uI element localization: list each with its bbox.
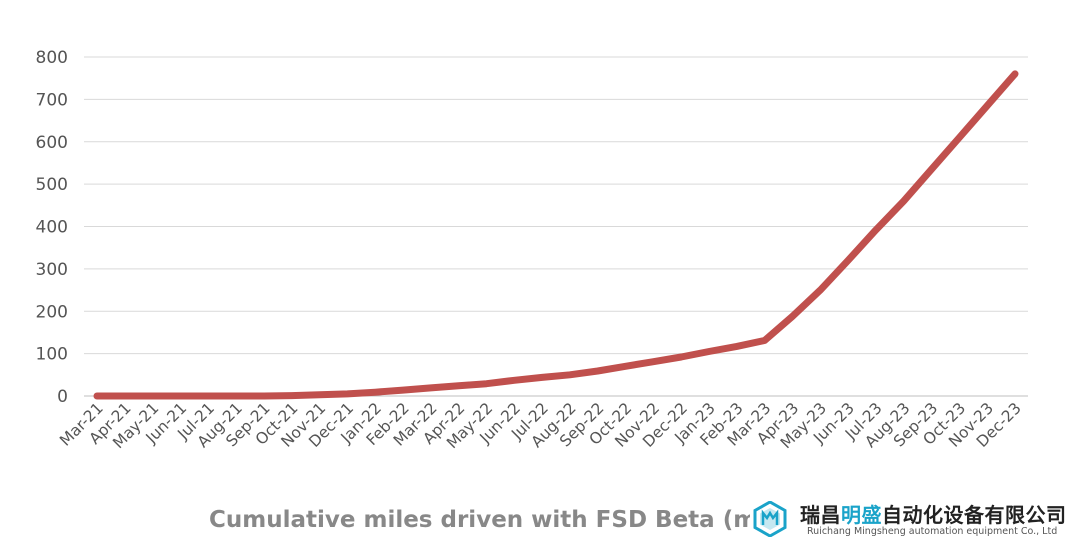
y-tick-label: 300 [36, 260, 68, 280]
watermark-company-name: 瑞昌明盛自动化设备有限公司 [800, 503, 1067, 527]
y-tick-label: 100 [36, 345, 68, 365]
watermark-company-subtitle: Ruichang Mingsheng automation equipment … [807, 526, 1058, 537]
series-line [93, 70, 1019, 400]
x-axis-title: Cumulative miles driven with FSD Beta (m [209, 507, 757, 533]
y-tick-label: 700 [36, 90, 68, 110]
y-axis-ticks: 0 100 200 300 400 500 600 700 800 [36, 48, 68, 407]
y-tick-label: 600 [36, 133, 68, 153]
y-tick-label: 500 [36, 175, 68, 195]
watermark: 瑞昌明盛自动化设备有限公司 Ruichang Mingsheng automat… [750, 497, 1080, 543]
x-axis-ticks: Mar-21Apr-21May-21Jun-21Jul-21Aug-21Sep-… [56, 399, 1025, 452]
y-tick-label: 800 [36, 48, 68, 68]
y-tick-label: 200 [36, 302, 68, 322]
series-line-layer [93, 70, 1019, 400]
y-tick-label: 400 [36, 218, 68, 238]
gridlines [84, 56, 1028, 397]
hexagon-logo-icon [753, 501, 787, 537]
y-tick-label: 0 [57, 387, 68, 407]
